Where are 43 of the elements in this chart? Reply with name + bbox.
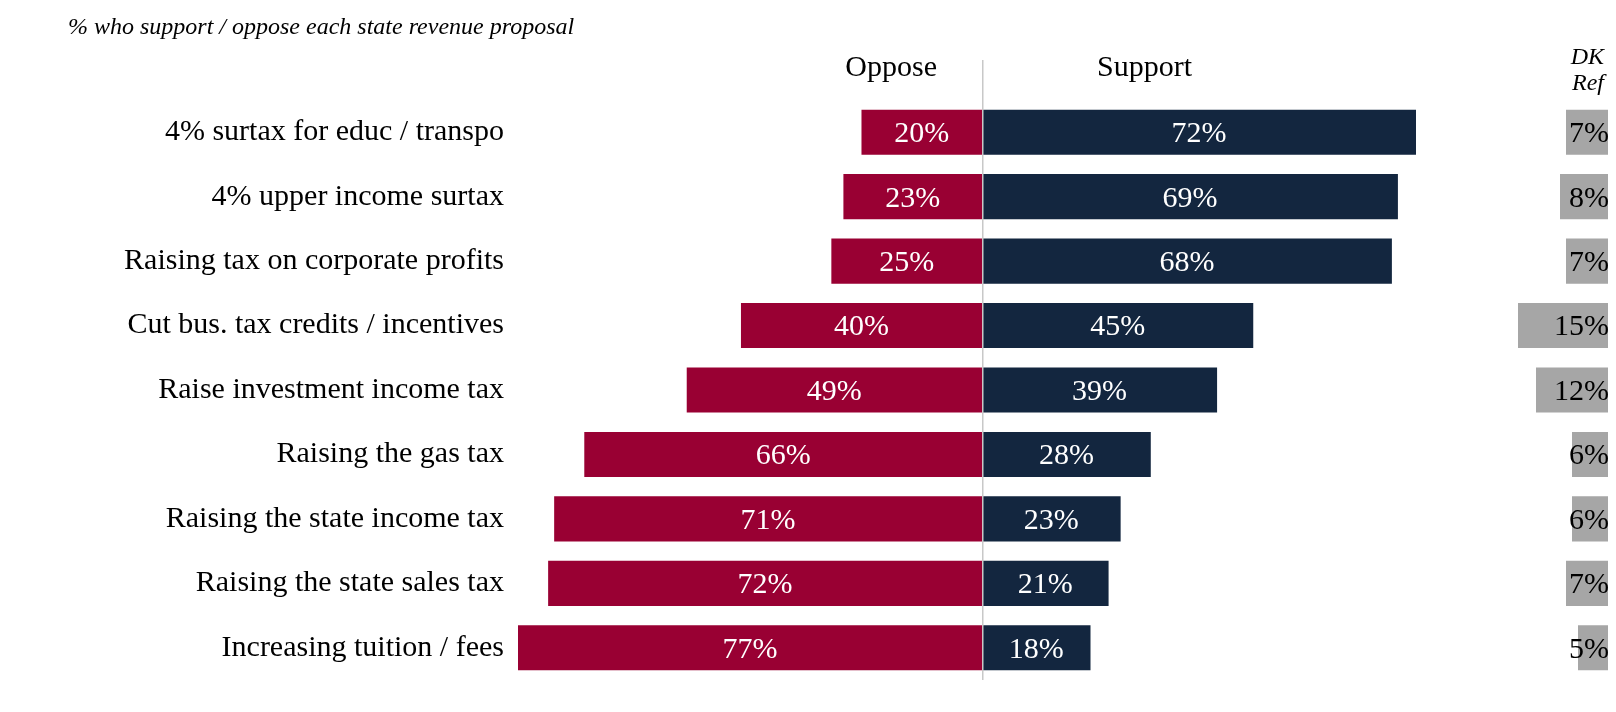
data-label: 45% — [1090, 308, 1146, 342]
data-label: 23% — [885, 179, 941, 213]
data-label: 20% — [894, 115, 950, 149]
data-label: 6% — [1569, 437, 1609, 471]
data-label: 7% — [1569, 115, 1609, 149]
series-label: Oppose — [845, 48, 937, 82]
data-label: 25% — [879, 243, 935, 277]
data-label: 18% — [1008, 630, 1064, 664]
y-tick-label: Raising the state income tax — [165, 499, 504, 533]
data-label: 7% — [1569, 243, 1609, 277]
y-tick-label: Raising tax on corporate profits — [124, 241, 504, 275]
y-tick-label: 4% upper income surtax — [211, 177, 504, 211]
y-tick-label: Raise investment income tax — [158, 370, 504, 404]
data-label: 69% — [1162, 179, 1218, 213]
data-label: 68% — [1159, 243, 1215, 277]
data-label: 6% — [1569, 501, 1609, 535]
data-label: 12% — [1554, 372, 1609, 406]
data-label: 49% — [806, 372, 862, 406]
data-label: 66% — [755, 437, 811, 471]
y-tick-label: Cut bus. tax credits / incentives — [127, 306, 504, 340]
data-label: 72% — [737, 566, 793, 600]
data-label: 7% — [1569, 566, 1609, 600]
y-tick-label: Increasing tuition / fees — [221, 628, 504, 662]
data-label: 15% — [1554, 308, 1609, 342]
y-tick-label: 4% surtax for educ / transpo — [164, 113, 504, 147]
bar — [861, 109, 982, 155]
bar — [982, 496, 1121, 542]
data-label: 40% — [833, 308, 889, 342]
data-label: 39% — [1072, 372, 1128, 406]
data-label: 8% — [1569, 179, 1609, 213]
text: % who support / oppose each state revenue proposal — [67, 12, 576, 41]
data-label: 72% — [1171, 115, 1227, 149]
series-label: Support — [1097, 48, 1193, 82]
y-tick-label: Raising the state sales tax — [195, 564, 504, 598]
data-label: 21% — [1017, 566, 1073, 600]
data-label: 5% — [1569, 630, 1609, 664]
data-label: 28% — [1038, 437, 1094, 471]
data-label: 77% — [722, 630, 778, 664]
y-tick-label: Raising the gas tax — [276, 435, 504, 469]
data-label: 23% — [1023, 501, 1079, 535]
bar — [982, 560, 1109, 606]
chart-title: DK Ref — [1569, 43, 1608, 96]
data-label: 71% — [740, 501, 796, 535]
